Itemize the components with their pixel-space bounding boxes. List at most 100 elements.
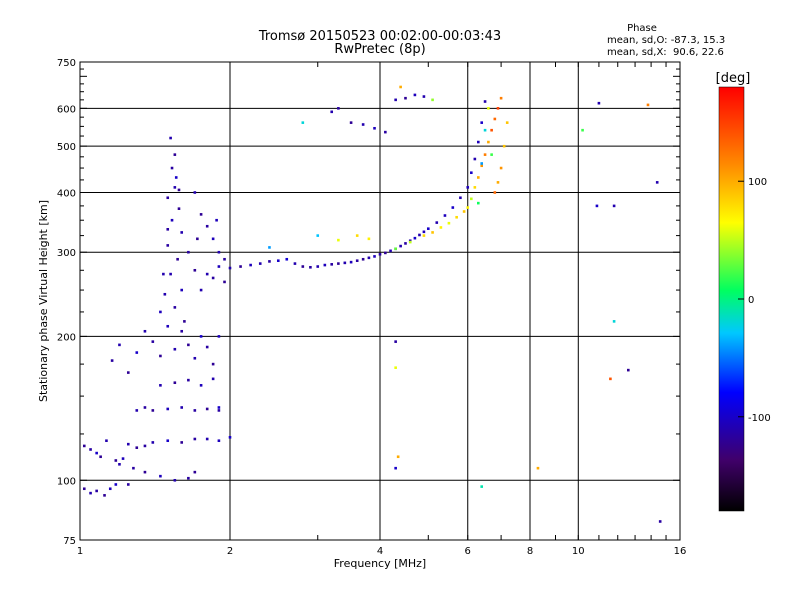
echo-point — [217, 250, 221, 254]
echo-point — [166, 324, 170, 328]
echo-point — [394, 98, 397, 102]
echo-point — [337, 107, 340, 110]
phase-info-title: Phase — [627, 23, 657, 34]
echo-point — [173, 478, 177, 482]
echo-point — [166, 407, 170, 411]
echo-point — [135, 409, 139, 412]
x-axis-label: Frequency [MHz] — [334, 557, 426, 570]
echo-point — [349, 121, 353, 124]
echo-point — [323, 263, 327, 267]
phase-info-o: mean, sd,O: -87.3, 15.3 — [607, 35, 725, 46]
echo-point — [373, 255, 376, 258]
y-tick-label: 600 — [57, 104, 76, 115]
echo-point — [490, 128, 493, 132]
echo-point — [173, 186, 177, 189]
echo-point — [166, 244, 170, 247]
echo-point — [143, 329, 147, 333]
echo-point — [483, 153, 487, 156]
colorbar-tick-label: 0 — [748, 295, 754, 306]
echo-point — [477, 140, 480, 144]
echo-point — [193, 268, 197, 272]
echo-point — [496, 181, 500, 184]
echo-point — [435, 221, 439, 224]
echo-point — [367, 256, 371, 260]
x-tick-label: 8 — [527, 546, 533, 557]
x-tick-label: 2 — [227, 546, 233, 557]
echo-point — [459, 196, 462, 200]
y-tick-label: 200 — [57, 332, 76, 343]
echo-point — [193, 356, 197, 360]
echo-point — [490, 153, 493, 156]
echo-point — [173, 381, 177, 385]
echo-point — [173, 153, 177, 156]
echo-point — [258, 262, 262, 265]
x-tick-label: 10 — [572, 546, 585, 557]
echo-point — [211, 276, 215, 280]
echo-point — [466, 186, 470, 189]
echo-point — [193, 470, 197, 474]
echo-point — [309, 265, 312, 269]
grid — [80, 62, 680, 540]
echo-point — [211, 377, 215, 381]
echo-point — [89, 491, 92, 495]
echo-point — [276, 259, 280, 262]
echo-point — [180, 406, 184, 409]
y-tick-label: 100 — [57, 476, 76, 487]
echo-point — [205, 224, 209, 228]
echo-point — [655, 181, 659, 184]
echo-point — [480, 485, 484, 488]
echo-point — [174, 176, 178, 179]
echo-point — [658, 520, 662, 523]
echo-point — [143, 444, 147, 448]
echo-point — [217, 439, 221, 443]
x-tick-labels: 1 2 4 6 8 10 16 — [77, 546, 687, 557]
echo-point — [466, 206, 470, 209]
echo-point — [114, 483, 118, 486]
y-tick-label: 500 — [57, 142, 76, 153]
data-points — [82, 85, 662, 523]
echo-point — [193, 437, 197, 441]
echo-point — [378, 253, 382, 256]
echo-point — [447, 221, 451, 225]
y-tick-label: 300 — [57, 248, 76, 259]
echo-point — [118, 463, 121, 466]
echo-point — [228, 436, 232, 439]
echo-point — [132, 466, 135, 470]
echo-point — [187, 378, 190, 382]
echo-point — [143, 470, 147, 474]
echo-point — [394, 466, 397, 470]
echo-point — [223, 280, 226, 284]
colorbar-ticks: -100 0 100 — [738, 177, 771, 424]
echo-point — [199, 213, 203, 216]
echo-point — [443, 214, 447, 217]
echo-point — [499, 166, 503, 170]
echo-point — [418, 233, 421, 237]
echo-point — [176, 257, 179, 261]
echo-point — [431, 231, 434, 234]
echo-point — [384, 130, 387, 134]
echo-point — [205, 272, 209, 276]
echo-point — [169, 136, 172, 140]
y-tick-label: 400 — [57, 188, 76, 199]
echo-point — [502, 144, 506, 148]
echo-point — [462, 210, 466, 213]
echo-point — [151, 441, 155, 444]
echo-point — [367, 237, 371, 241]
echo-point — [493, 117, 497, 121]
echo-point — [301, 121, 305, 124]
colorbar-label: [deg] — [716, 71, 751, 86]
echo-point — [394, 340, 397, 343]
echo-point — [162, 272, 165, 276]
echo-point — [215, 218, 218, 222]
echo-point — [316, 265, 320, 268]
echo-point — [612, 320, 616, 323]
echo-point — [180, 329, 184, 333]
echo-point — [384, 251, 387, 255]
echo-point — [187, 250, 190, 254]
echo-point — [173, 347, 177, 351]
echo-point — [612, 204, 616, 208]
echo-point — [316, 234, 320, 237]
x-tick-label: 6 — [465, 546, 471, 557]
echo-point — [159, 310, 162, 314]
echo-point — [166, 196, 170, 200]
